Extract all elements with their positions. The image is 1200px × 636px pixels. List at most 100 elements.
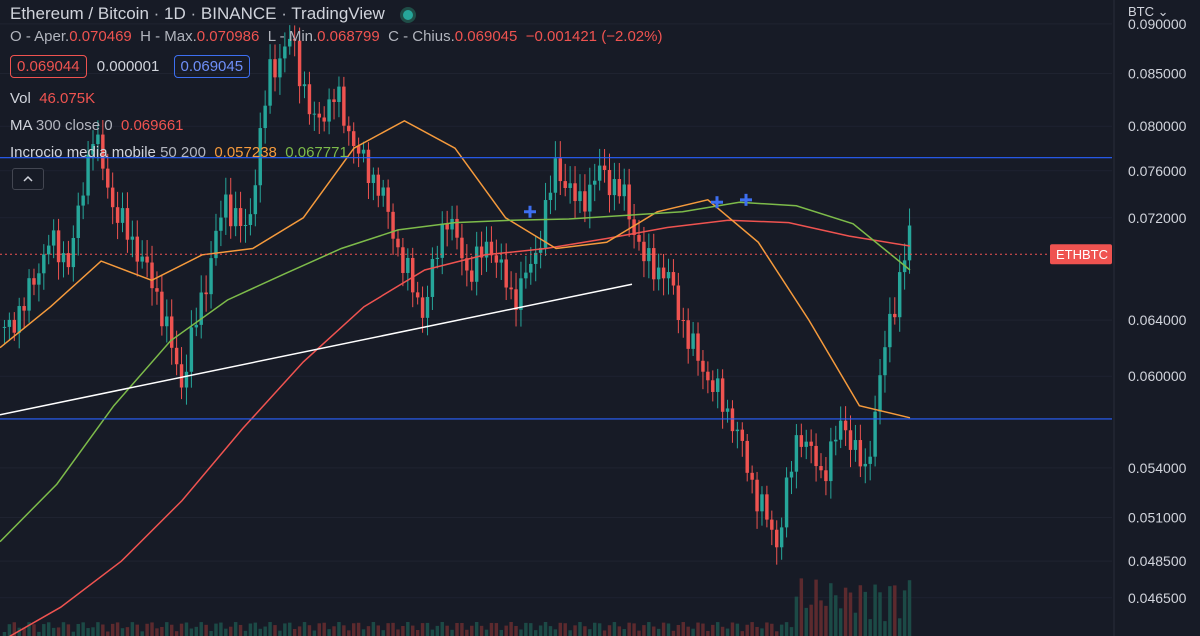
candle-body [96,134,100,145]
candle-body [12,319,17,333]
candle-body [17,306,21,333]
symbol-name[interactable]: Ethereum / Bitcoin [10,4,149,23]
candle [514,272,518,327]
volume-bar [573,625,577,636]
candle [71,225,76,282]
cross-legend[interactable]: Incrocio media mobile 50 200 0.057238 0.… [10,144,348,161]
volume-bar [61,622,66,636]
volume-bar [322,622,326,636]
volume-bar [381,630,385,636]
ma-legend[interactable]: MA 300 close 0 0.069661 [10,117,184,134]
volume-bar [51,627,56,636]
symbol-label: ETHBTC [1056,247,1108,262]
candle [209,241,213,309]
ask-price-box[interactable]: 0.069045 [173,55,251,78]
candle [524,255,528,289]
volume-bar [351,623,356,636]
candle [224,177,228,235]
candle [696,322,700,376]
price-tick-label: 0.076000 [1128,163,1187,179]
currency-selector[interactable]: BTC ⌄ [1128,4,1169,20]
interval[interactable]: 1D [164,4,186,23]
candle-body [676,285,681,321]
candle-body [351,131,356,147]
candle-body [656,267,661,280]
volume-bar [770,623,774,636]
volume-bar [907,580,912,636]
candle-body [494,255,499,263]
candle-body [229,194,233,227]
candle [711,370,715,402]
candle [17,297,21,349]
candle-body [307,84,312,115]
candle-body [799,435,804,447]
candle-body [140,256,144,262]
candle-body [42,254,46,274]
collapse-legend-button[interactable] [12,168,44,190]
candle [376,167,381,208]
currency-label: BTC [1128,4,1154,19]
change-value: −0.001421 [525,28,598,45]
candle-body [858,440,863,467]
candle [101,120,105,181]
candle-body [755,479,759,512]
volume-bar [199,622,203,636]
horizontal-levels[interactable]: 0.0771520.057123ETHBTC0.06904521:08:26 [0,147,1198,429]
candle [91,130,95,171]
candle-body [735,429,740,432]
candle-body [179,364,184,388]
volume-bar [7,624,12,636]
candle [337,76,341,118]
volume-bar [597,623,602,636]
candle-body [873,411,877,457]
candle [789,461,794,495]
candle [37,263,41,302]
volume-bar [273,625,277,636]
volume-bar [209,630,213,636]
candle [809,429,813,464]
volume-bar [499,629,503,636]
volume-bar [47,622,51,636]
candle-body [666,272,671,279]
open-value: 0.070469 [69,28,132,45]
candle [838,406,843,449]
candle [61,241,66,278]
volume-bar [637,630,641,636]
candle-body [22,306,26,311]
ma-label: MA [10,117,32,134]
candle-body [145,256,149,263]
candle [86,140,90,205]
volume-bar [32,624,36,636]
volume-bar [789,627,794,636]
candle-body [809,441,813,446]
candle [292,25,297,57]
candle-body [553,158,558,193]
candle [519,261,523,327]
price-tick-label: 0.085000 [1128,65,1187,81]
volume-bar [868,619,872,636]
candle [445,210,449,247]
candle-body [834,439,838,442]
candle-body [47,245,51,255]
market-status-icon[interactable] [399,6,416,23]
candle [868,440,872,481]
volume-bar [233,622,238,636]
candle-body [814,445,818,467]
volume-bar [435,625,440,636]
price-scale[interactable]: 0.090000 0.085000 0.080000 0.076000 0.072000… [1113,0,1200,636]
candles [2,25,912,565]
volume-legend[interactable]: Vol 46.075K [10,90,95,107]
volume-bar [371,622,376,636]
volume-bar [135,624,139,636]
bid-price-box[interactable]: 0.069044 [10,55,87,78]
candle-body [711,380,715,392]
volume-bar [361,629,366,636]
candle-body [499,259,503,263]
volume-bar [627,622,631,636]
candle [533,235,538,282]
volume-bar [794,596,799,636]
close-label: C - Chius. [388,28,455,45]
volume-bar [814,579,818,636]
volume-bar [494,623,499,636]
